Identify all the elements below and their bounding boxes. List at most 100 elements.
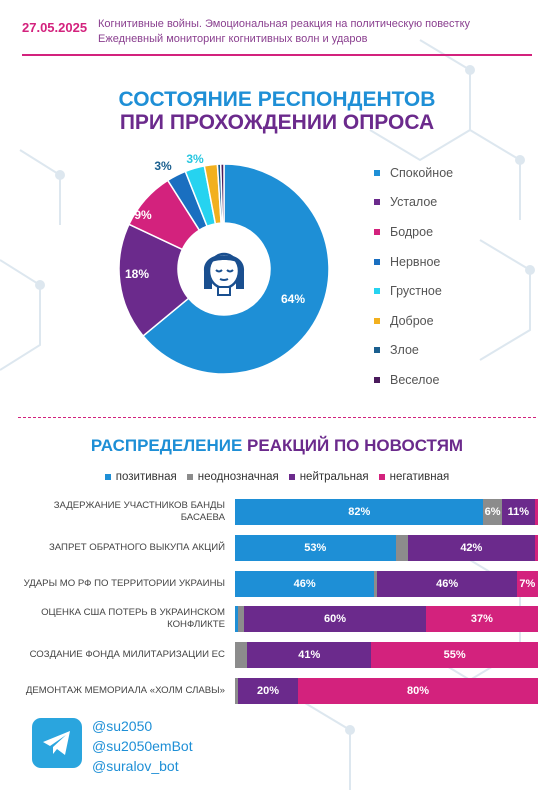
bar-segment-нейтральная [501,499,535,525]
section-divider [18,417,536,418]
bar-data-label: 53% [304,541,327,554]
bar-segment-нейтральная [407,534,535,561]
bar-title-blue: РАСПРЕДЕЛЕНИЕ [90,436,243,455]
bar-category-label: Создание фонда милитаризации ЕС [29,649,225,661]
donut-data-label-0: 64% [281,292,305,306]
legend-label: неоднозначная [197,471,279,483]
telegram-link-suralov-bot[interactable]: @suralov_bot [92,758,179,774]
bar-segment-нейтральная [238,678,298,704]
bar-segment-негативная [425,606,538,633]
legend-label: Доброе [390,313,434,328]
bar-data-label: 6% [484,506,501,518]
bar-category-label: Демонтаж мемориала «Холм славы» [25,685,225,696]
bar-data-label: 37% [470,613,493,626]
bar-segment-неоднозначная [235,642,248,669]
legend-label: позитивная [115,471,177,483]
donut-chart-title: СОСТОЯНИЕ РЕСПОНДЕНТОВ ПРИ ПРОХОЖДЕНИИ О… [0,88,554,134]
bar-legend: позитивная неоднозначная нейтральная негати… [0,471,554,483]
donut-legend-item: Нервное [374,247,453,277]
legend-swatch [374,169,380,176]
telegram-link-su2050embot[interactable]: @su2050emBot [92,738,193,754]
donut-data-label-2: 9% [134,208,152,222]
bar-segment-неоднозначная [374,570,378,597]
bar-legend-item: неоднозначная [186,471,279,483]
bar-data-label: 46% [436,577,459,590]
bar-data-label: 60% [323,613,346,626]
bar-segment-неоднозначная [238,606,245,633]
header-subtitle-2: Ежедневный мониторинг когнитивных волн и… [98,33,368,45]
donut-legend-item: Бодрое [374,217,453,247]
bar-segment-неоднозначная [235,678,238,704]
bar-segment-негативная [371,642,538,669]
bar-segment-нейтральная [244,606,426,633]
donut-slice-0 [142,163,330,375]
legend-swatch [374,228,380,235]
telegram-link-su2050[interactable]: @su2050 [92,718,153,734]
legend-swatch [374,288,380,295]
legend-swatch [378,474,385,480]
donut-chart: 64% 18% 9% 3% 3% [118,152,330,375]
legend-swatch [374,199,380,206]
donut-slice-7 [219,163,225,224]
legend-swatch [374,376,380,383]
donut-data-label-3: 3% [154,159,172,173]
legend-label: нейтральная [299,471,369,483]
bar-category-label: Задержание участников банды Басаева [53,500,225,523]
bar-category-label: Запрет обратного выкупа акций [48,541,225,553]
donut-legend: Спокойное Усталое Бодрое Нервное Грустное Доб… [374,158,453,395]
donut-data-label-4: 3% [186,152,204,166]
bar-legend-item: нейтральная [288,471,369,483]
bar-data-label: 7% [519,577,536,590]
bar-data-label: 55% [443,649,466,662]
bar-title-rest: РЕАКЦИЙ ПО НОВОСТЯМ [242,436,464,455]
legend-swatch [374,347,380,354]
bar-chart-title: РАСПРЕДЕЛЕНИЕ РЕАКЦИЙ ПО НОВОСТЯМ [0,436,554,456]
bar-segment-нейтральная [247,642,372,669]
bar-category-label: Оценка США потерь в украинском конфликте [41,607,225,631]
donut-legend-item: Грустное [374,276,453,306]
header: 27.05.2025 Когнитивные войны. Эмоциональ… [0,0,554,56]
legend-label: негативная [389,471,450,483]
bar-segment-позитивная [235,606,239,633]
bar-data-label: 82% [348,506,371,518]
bar-legend-item: позитивная [104,471,177,483]
bar-category-label: Удары МО РФ по территории Украины [23,577,225,589]
header-divider [22,54,532,56]
bar-data-label: 41% [298,649,321,662]
legend-swatch [374,258,380,265]
header-subtitle-1: Когнитивные войны. Эмоциональная реакция… [98,18,471,30]
bar-segment-негативная [298,678,538,704]
bar-data-label: 80% [406,685,430,697]
donut-data-label-1: 18% [125,267,149,281]
bar-data-label: 42% [460,541,483,554]
legend-label: Нервное [390,254,441,269]
calm-face-icon [203,252,245,296]
donut-legend-item: Веселое [374,365,453,395]
legend-label: Злое [390,343,419,358]
bar-legend-item: негативная [378,471,450,483]
bar-segment-негативная [534,534,538,561]
bar-segment-нейтральная [377,570,517,597]
legend-label: Спокойное [390,165,454,180]
telegram-icon[interactable] [32,718,82,768]
legend-label: Грустное [390,284,442,299]
donut-legend-item: Усталое [374,188,453,218]
legend-label: Веселое [390,372,440,387]
legend-label: Бодрое [390,224,434,239]
donut-legend-item: Доброе [374,306,453,336]
bar-segment-позитивная [235,499,484,525]
legend-swatch [288,474,295,480]
donut-title-line1: СОСТОЯНИЕ РЕСПОНДЕНТОВ [118,88,436,111]
bar-data-label: 20% [256,685,280,697]
bar-segment-неоднозначная [483,499,502,525]
legend-swatch [374,317,380,324]
legend-swatch [104,474,111,480]
donut-legend-item: Злое [374,336,453,366]
report-date: 27.05.2025 [22,20,88,35]
bar-segment-позитивная [235,570,375,597]
bar-data-label: 46% [293,577,316,590]
bar-segment-негативная [534,499,538,525]
donut-legend-item: Спокойное [374,158,453,188]
bar-segment-негативная [516,570,538,597]
